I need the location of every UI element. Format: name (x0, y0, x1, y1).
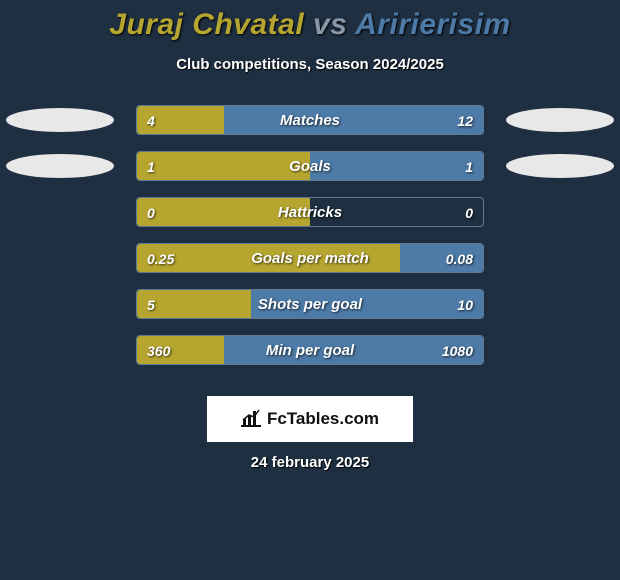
bar-right (310, 152, 483, 180)
value-right: 1080 (442, 336, 473, 365)
bar-right (251, 290, 483, 318)
bar-right (224, 106, 484, 134)
value-left: 5 (147, 290, 155, 319)
value-left: 360 (147, 336, 170, 365)
stat-row: 412Matches (0, 105, 620, 135)
footer-badge: FcTables.com (207, 396, 413, 442)
team-ellipse-right (506, 108, 614, 132)
bar-left (137, 152, 310, 180)
vs-text: vs (313, 8, 347, 41)
bar-track: 3601080Min per goal (136, 335, 484, 365)
value-left: 1 (147, 152, 155, 181)
value-right: 0.08 (446, 244, 473, 273)
bar-left (137, 244, 400, 272)
team-ellipse-left (6, 108, 114, 132)
stat-row: 0.250.08Goals per match (0, 243, 620, 273)
stat-row: 11Goals (0, 151, 620, 181)
value-left: 0 (147, 198, 155, 227)
value-left: 0.25 (147, 244, 174, 273)
stats-rows: 412Matches11Goals00Hattricks0.250.08Goal… (0, 105, 620, 365)
footer-date: 24 february 2025 (0, 454, 620, 471)
stat-row: 00Hattricks (0, 197, 620, 227)
footer-site: FcTables.com (267, 409, 379, 429)
bar-track: 412Matches (136, 105, 484, 135)
comparison-card: Juraj Chvatal vs Aririerisim Club compet… (0, 0, 620, 580)
chart-icon (241, 409, 261, 430)
bar-track: 510Shots per goal (136, 289, 484, 319)
stat-row: 3601080Min per goal (0, 335, 620, 365)
team-ellipse-right (506, 154, 614, 178)
player2-name: Aririerisim (355, 8, 511, 41)
team-ellipse-left (6, 154, 114, 178)
bar-track: 11Goals (136, 151, 484, 181)
title: Juraj Chvatal vs Aririerisim (0, 0, 620, 42)
value-left: 4 (147, 106, 155, 135)
player1-name: Juraj Chvatal (109, 8, 304, 41)
value-right: 1 (465, 152, 473, 181)
stat-row: 510Shots per goal (0, 289, 620, 319)
bar-track: 0.250.08Goals per match (136, 243, 484, 273)
bar-left (137, 198, 310, 226)
value-right: 10 (457, 290, 473, 319)
value-right: 12 (457, 106, 473, 135)
value-right: 0 (465, 198, 473, 227)
bar-track: 00Hattricks (136, 197, 484, 227)
subtitle: Club competitions, Season 2024/2025 (0, 56, 620, 73)
